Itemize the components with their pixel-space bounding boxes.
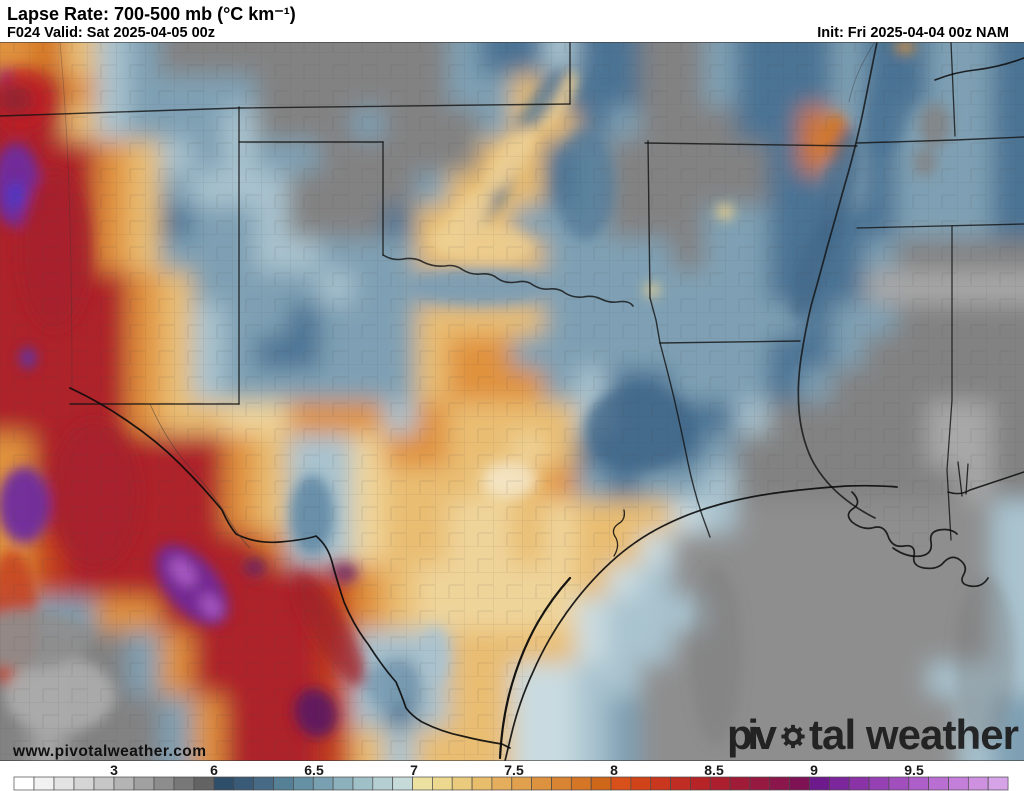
svg-text:piv: piv [727,711,778,758]
svg-text:7.5: 7.5 [504,762,524,778]
svg-text:7: 7 [410,762,418,778]
svg-text:Lapse Rate: 700-500 mb (°C km⁻: Lapse Rate: 700-500 mb (°C km⁻¹) [7,4,296,24]
svg-text:www.pivotalweather.com: www.pivotalweather.com [12,743,206,760]
svg-text:9: 9 [810,762,818,778]
svg-text:6: 6 [210,762,218,778]
svg-text:tal weather: tal weather [809,711,1019,758]
svg-text:Init: Fri 2025-04-04 00z NAM: Init: Fri 2025-04-04 00z NAM [817,25,1009,41]
svg-text:8.5: 8.5 [704,762,724,778]
svg-text:F024 Valid: Sat 2025-04-05 00z: F024 Valid: Sat 2025-04-05 00z [7,25,215,41]
svg-text:6.5: 6.5 [304,762,324,778]
svg-text:9.5: 9.5 [904,762,924,778]
svg-text:3: 3 [110,762,118,778]
svg-text:8: 8 [610,762,618,778]
